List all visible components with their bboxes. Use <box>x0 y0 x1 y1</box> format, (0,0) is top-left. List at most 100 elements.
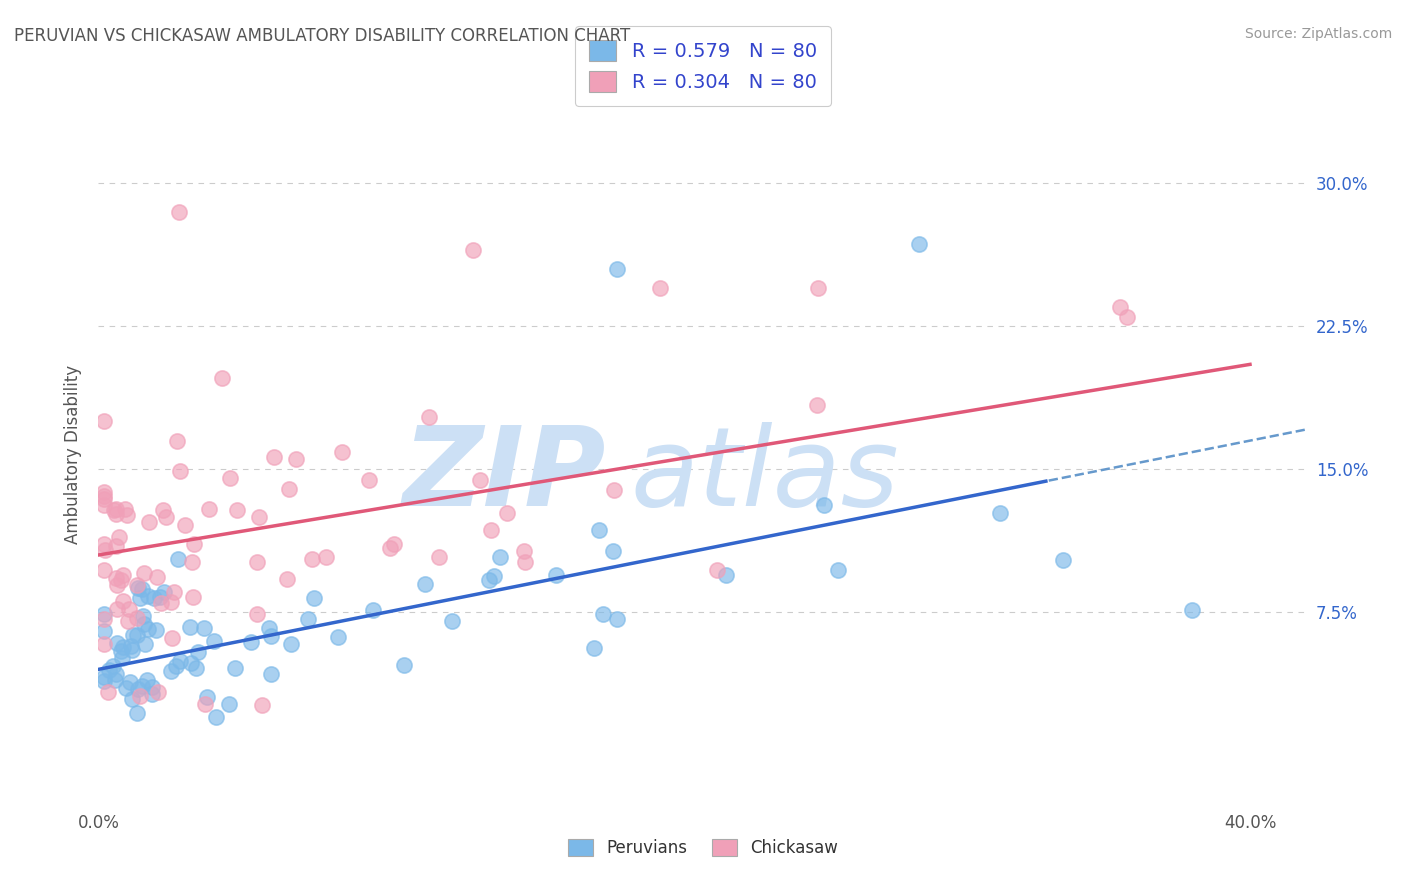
Point <box>131 679 153 693</box>
Point <box>104 673 127 688</box>
Point <box>94 542 117 557</box>
Point <box>361 603 384 617</box>
Point <box>93 537 115 551</box>
Point <box>260 666 283 681</box>
Point <box>301 551 323 566</box>
Point <box>127 681 149 696</box>
Point <box>105 635 128 649</box>
Point <box>134 637 156 651</box>
Text: atlas: atlas <box>630 422 898 529</box>
Point <box>478 573 501 587</box>
Point <box>263 450 285 464</box>
Point <box>104 502 127 516</box>
Point <box>218 471 240 485</box>
Point <box>125 628 148 642</box>
Point <box>132 566 155 581</box>
Point <box>181 555 204 569</box>
Point <box>93 637 115 651</box>
Legend: Peruvians, Chickasaw: Peruvians, Chickasaw <box>561 832 845 864</box>
Point <box>125 706 148 721</box>
Point <box>250 698 273 712</box>
Point <box>257 621 280 635</box>
Point <box>159 595 181 609</box>
Point <box>224 661 246 675</box>
Point <box>169 464 191 478</box>
Point <box>128 690 150 704</box>
Point <box>513 543 536 558</box>
Point <box>602 483 624 497</box>
Point <box>93 498 115 512</box>
Point <box>827 562 849 576</box>
Point <box>330 445 353 459</box>
Point <box>108 531 131 545</box>
Y-axis label: Ambulatory Disability: Ambulatory Disability <box>63 366 82 544</box>
Point <box>413 577 436 591</box>
Point <box>93 484 115 499</box>
Point <box>101 658 124 673</box>
Point <box>127 611 149 625</box>
Point <box>1116 310 1139 324</box>
Point <box>93 489 115 503</box>
Point <box>418 410 440 425</box>
Point <box>461 243 484 257</box>
Point <box>138 590 160 604</box>
Point <box>277 482 299 496</box>
Point <box>1181 603 1204 617</box>
Point <box>302 591 325 606</box>
Point <box>166 434 188 448</box>
Point <box>588 523 610 537</box>
Point <box>122 628 145 642</box>
Point <box>163 585 186 599</box>
Point <box>179 620 201 634</box>
Point <box>479 523 502 537</box>
Point <box>326 630 349 644</box>
Point <box>105 507 128 521</box>
Point <box>204 710 226 724</box>
Text: ZIP: ZIP <box>402 422 606 529</box>
Point <box>160 665 183 679</box>
Point <box>112 594 135 608</box>
Point <box>105 602 128 616</box>
Point <box>515 555 537 569</box>
Point <box>110 644 132 658</box>
Point <box>193 621 215 635</box>
Point <box>357 473 380 487</box>
Point <box>105 578 128 592</box>
Point <box>315 550 337 565</box>
Point <box>131 582 153 596</box>
Point <box>93 607 115 621</box>
Point <box>488 549 510 564</box>
Point <box>197 502 219 516</box>
Text: Source: ZipAtlas.com: Source: ZipAtlas.com <box>1244 27 1392 41</box>
Point <box>260 629 283 643</box>
Point <box>105 539 128 553</box>
Point <box>427 549 450 564</box>
Point <box>193 697 215 711</box>
Point <box>103 502 125 516</box>
Point <box>110 573 132 587</box>
Point <box>93 414 115 428</box>
Point <box>141 687 163 701</box>
Point <box>93 673 115 688</box>
Point <box>93 624 115 638</box>
Point <box>648 281 671 295</box>
Text: PERUVIAN VS CHICKASAW AMBULATORY DISABILITY CORRELATION CHART: PERUVIAN VS CHICKASAW AMBULATORY DISABIL… <box>14 27 630 45</box>
Point <box>441 614 464 628</box>
Point <box>121 692 143 706</box>
Point <box>468 473 491 487</box>
Point <box>806 398 828 412</box>
Point <box>392 657 415 672</box>
Point <box>202 633 225 648</box>
Point <box>121 643 143 657</box>
Point <box>129 591 152 606</box>
Point <box>378 541 401 556</box>
Point <box>246 555 269 569</box>
Point <box>125 578 148 592</box>
Point <box>813 498 835 512</box>
Point <box>93 612 115 626</box>
Point <box>297 612 319 626</box>
Point <box>132 616 155 631</box>
Point <box>544 567 567 582</box>
Point <box>143 591 166 605</box>
Point <box>167 205 190 219</box>
